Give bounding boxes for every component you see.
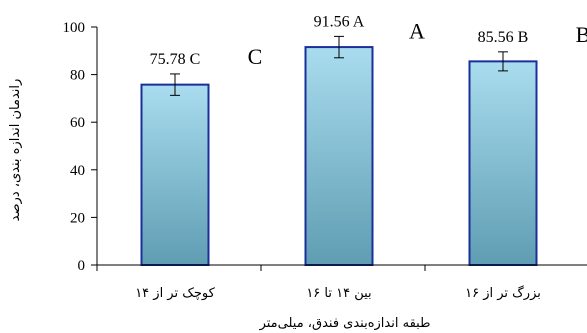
x-axis-title: طبقه اندازه‌بندی فندق، میلی‌متر xyxy=(259,316,431,331)
group-letter-1: A xyxy=(409,18,425,43)
y-tick-label-1: 20 xyxy=(70,210,85,226)
axes-layer: 0 20 40 60 80 100 xyxy=(63,20,587,274)
category-label-0: کوچک تر از ۱۴ xyxy=(135,286,215,301)
y-tick-label-5: 100 xyxy=(63,20,86,36)
labels-layer: 75.78 C کوچک تر از ۱۴ 91.56 A بین ۱۴ تا ۱۶ 8… xyxy=(8,13,587,331)
y-tick-label-2: 40 xyxy=(70,163,85,179)
bars-layer xyxy=(140,35,538,266)
category-label-1: بین ۱۴ تا ۱۶ xyxy=(306,286,371,301)
bar-2 xyxy=(468,60,538,266)
bar-label-2: 85.56 B xyxy=(478,29,529,46)
bar-0 xyxy=(140,83,210,266)
y-tick-label-3: 60 xyxy=(70,115,85,131)
y-tick-label-4: 80 xyxy=(70,68,85,84)
group-letter-2: B xyxy=(576,22,587,47)
y-axis-title: راندمان اندازه بندی، درصد xyxy=(8,79,23,222)
group-letter-0: C xyxy=(248,44,263,69)
y-tick-label-0: 0 xyxy=(78,258,86,274)
bar-1 xyxy=(304,46,374,266)
bar-label-0: 75.78 C xyxy=(150,51,201,68)
category-label-2: بزرگ تر از ۱۶ xyxy=(465,284,541,301)
bar-label-1: 91.56 A xyxy=(314,13,365,30)
